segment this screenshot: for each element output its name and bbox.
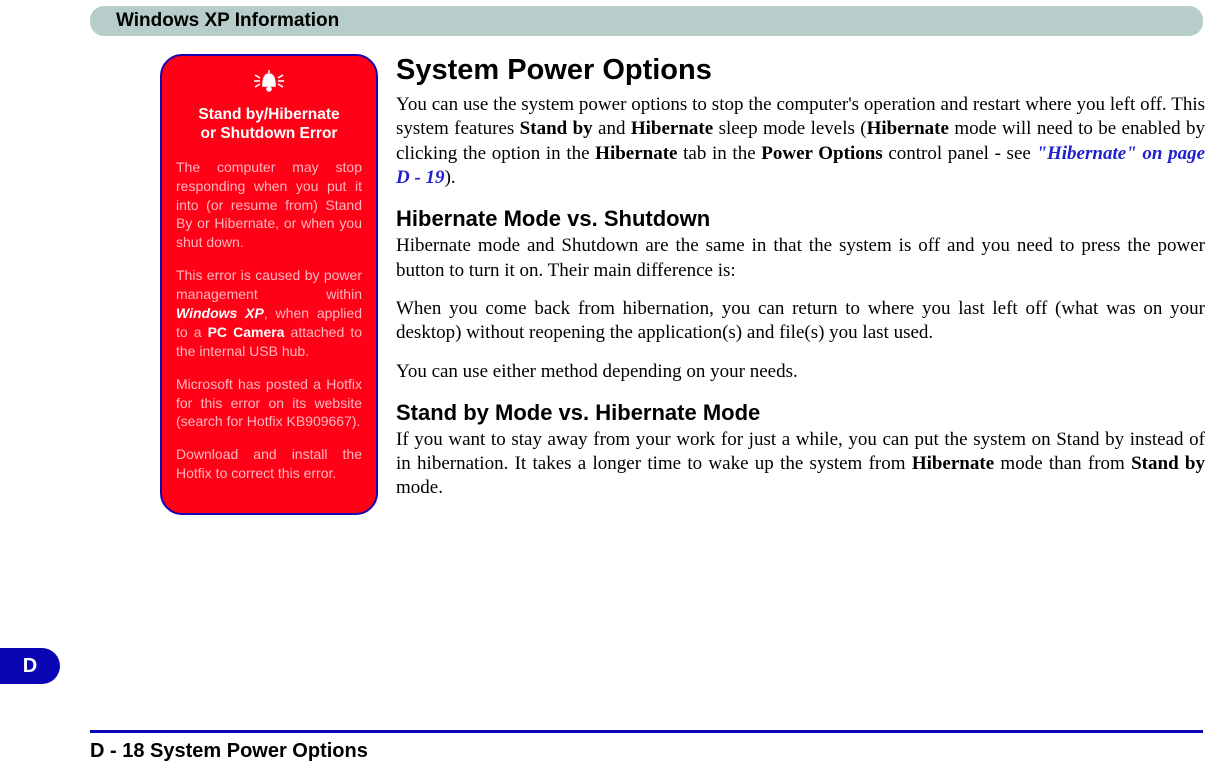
content-row: Stand by/Hibernate or Shutdown Error The…: [90, 54, 1211, 515]
warning-title-line1: Stand by/Hibernate: [198, 106, 339, 123]
warning-callout: Stand by/Hibernate or Shutdown Error The…: [160, 54, 378, 515]
footer-rule: [90, 730, 1203, 733]
subheading-standby-vs-hibernate: Stand by Mode vs. Hibernate Mode: [396, 400, 1205, 426]
page-title: System Power Options: [396, 54, 1205, 87]
subheading-hibernate-vs-shutdown: Hibernate Mode vs. Shutdown: [396, 206, 1205, 232]
header-title: Windows XP Information: [116, 10, 339, 32]
section-tab-label: D: [23, 655, 37, 678]
bell-icon: [176, 68, 362, 101]
warning-p1: The computer may stop responding when yo…: [176, 158, 362, 252]
footer-text: D - 18 System Power Options: [90, 740, 368, 763]
intro-paragraph: You can use the system power options to …: [396, 93, 1205, 190]
para-hvs-2: When you come back from hibernation, you…: [396, 297, 1205, 346]
page: Windows XP Information: [0, 6, 1211, 779]
warning-p2: This error is caused by power management…: [176, 266, 362, 360]
warning-title-line2: or Shutdown Error: [201, 125, 338, 142]
para-hvs-3: You can use either method depending on y…: [396, 360, 1205, 384]
main-column: System Power Options You can use the sys…: [396, 54, 1211, 515]
para-svh: If you want to stay away from your work …: [396, 428, 1205, 501]
warning-title: Stand by/Hibernate or Shutdown Error: [176, 105, 362, 144]
header-bar: Windows XP Information: [90, 6, 1203, 36]
section-tab: D: [0, 648, 60, 684]
warning-p4: Download and install the Hotfix to corre…: [176, 445, 362, 483]
warning-p3: Microsoft has posted a Hotfix for this e…: [176, 375, 362, 432]
para-hvs-1: Hibernate mode and Shutdown are the same…: [396, 234, 1205, 283]
